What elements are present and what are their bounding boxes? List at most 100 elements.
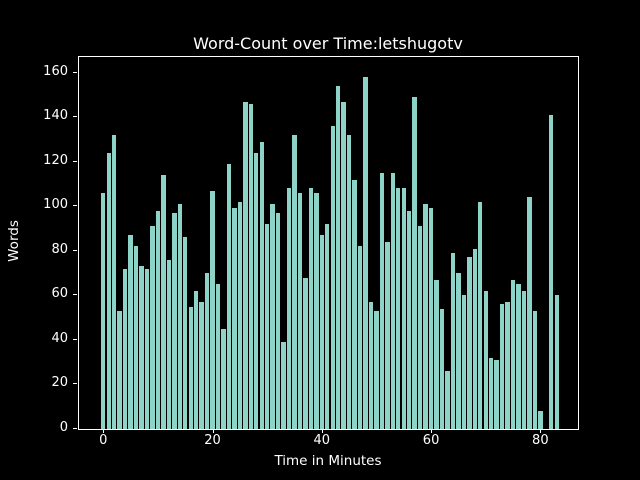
x-tick-mark <box>321 429 323 433</box>
y-tick-label: 100 <box>43 197 68 213</box>
bar <box>363 77 368 429</box>
bar <box>204 273 210 429</box>
bar <box>472 248 477 429</box>
bar <box>314 192 319 429</box>
bar <box>510 279 516 429</box>
bar <box>417 226 423 429</box>
bar <box>215 284 221 429</box>
y-tick-mark <box>73 383 77 385</box>
x-axis-label: Time in Minutes <box>274 453 382 469</box>
bar <box>412 97 417 429</box>
bar <box>275 212 281 429</box>
bar <box>155 210 161 429</box>
bar <box>390 172 396 429</box>
bar <box>527 197 532 429</box>
y-tick-label: 80 <box>51 241 68 257</box>
y-tick-mark <box>73 205 77 207</box>
bar <box>237 201 243 429</box>
bar <box>303 277 308 429</box>
bar <box>505 302 510 429</box>
bar <box>538 411 543 429</box>
bar <box>483 290 488 429</box>
bar <box>319 235 324 429</box>
bar <box>183 237 188 429</box>
bar <box>346 134 352 429</box>
x-tick-label: 80 <box>532 433 549 448</box>
y-tick-label: 60 <box>51 286 68 302</box>
x-tick-label: 20 <box>204 433 221 448</box>
y-tick-mark <box>73 428 77 429</box>
y-tick-mark <box>73 249 77 251</box>
bar <box>144 268 150 429</box>
y-axis-label: Words <box>6 220 22 262</box>
y-tick-label: 0 <box>59 420 68 435</box>
bar <box>188 306 193 429</box>
bar <box>467 257 472 429</box>
bar <box>101 192 106 429</box>
y-tick-mark <box>73 338 77 340</box>
bar <box>401 188 406 429</box>
bar <box>133 246 139 429</box>
bar <box>112 134 117 429</box>
bar <box>297 192 303 429</box>
bar <box>434 279 439 429</box>
x-tick-mark <box>212 429 214 433</box>
bar <box>248 103 253 429</box>
bar <box>379 172 385 429</box>
bar <box>259 141 264 429</box>
bar <box>450 253 456 429</box>
y-tick-mark <box>73 160 77 162</box>
chart-title: Word-Count over Time:letshugotv <box>193 34 463 53</box>
bar <box>439 308 445 429</box>
bar <box>325 224 330 429</box>
y-tick-mark <box>73 294 77 296</box>
bar <box>330 126 335 429</box>
bar <box>374 310 379 429</box>
bar <box>281 342 286 429</box>
bar <box>488 357 494 429</box>
bar <box>270 204 275 429</box>
bar <box>516 284 521 429</box>
bar <box>385 241 390 429</box>
y-tick-label: 140 <box>43 108 68 124</box>
bar <box>478 201 483 429</box>
y-tick-label: 40 <box>51 330 68 346</box>
bar <box>549 114 554 429</box>
bar <box>128 235 133 429</box>
bar <box>254 152 259 429</box>
x-tick-label: 40 <box>313 433 331 448</box>
bar <box>193 290 199 429</box>
bar <box>357 246 363 429</box>
bar <box>494 359 499 429</box>
bar <box>532 310 538 429</box>
bar <box>150 226 155 429</box>
bar <box>352 179 357 429</box>
bar <box>292 134 297 429</box>
bar <box>456 273 461 429</box>
bar <box>199 302 204 429</box>
bar <box>106 152 111 429</box>
y-tick-mark <box>73 71 77 73</box>
bar <box>139 266 144 429</box>
bar <box>226 163 232 429</box>
x-tick-label: 0 <box>99 433 108 448</box>
bar <box>177 204 182 429</box>
x-tick-mark <box>540 429 542 433</box>
bar <box>264 224 270 429</box>
bar <box>243 101 248 429</box>
x-tick-mark <box>103 429 105 433</box>
bar <box>428 208 434 429</box>
bar <box>161 175 166 429</box>
bar <box>210 190 215 429</box>
y-tick-mark <box>73 116 77 118</box>
bar <box>122 268 128 429</box>
bar <box>232 208 237 429</box>
bar <box>286 188 292 429</box>
bar <box>336 85 341 429</box>
y-tick-label: 20 <box>51 375 68 391</box>
bar <box>445 371 450 429</box>
bar <box>341 101 346 429</box>
x-tick-label: 60 <box>422 433 440 448</box>
y-tick-label: 120 <box>43 152 68 168</box>
